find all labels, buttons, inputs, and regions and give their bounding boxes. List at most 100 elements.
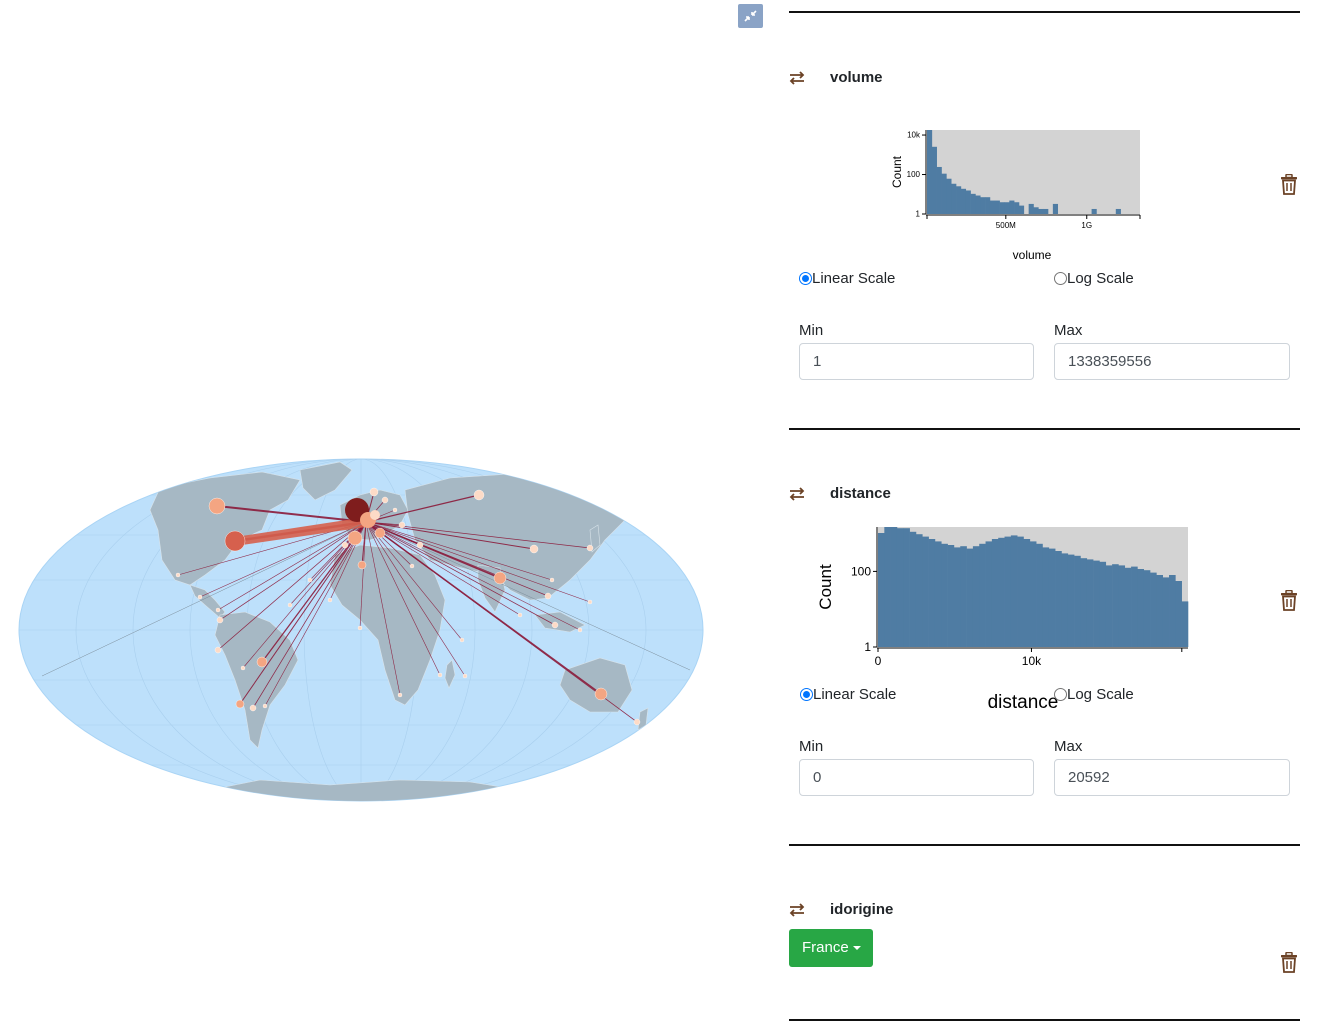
- trash-icon[interactable]: [1280, 590, 1298, 611]
- flow-node: [240, 665, 246, 671]
- flow-line: [365, 521, 556, 626]
- x-axis-label: volume: [1013, 248, 1052, 262]
- histogram-bar: [1162, 577, 1170, 647]
- log-scale-radio[interactable]: [1054, 272, 1067, 285]
- min-label: Min: [799, 322, 824, 339]
- histogram-bar: [1004, 536, 1012, 647]
- histogram-bar: [890, 527, 898, 647]
- linear-scale-label: Linear Scale: [813, 686, 897, 703]
- histogram-bar: [1048, 548, 1056, 647]
- flow-line: [365, 521, 441, 676]
- histogram-bar: [1074, 555, 1081, 647]
- linear-scale-option[interactable]: Linear Scale: [799, 270, 919, 290]
- histogram-bar: [931, 146, 937, 214]
- histogram-bar: [1137, 569, 1145, 647]
- flow-node: [214, 646, 222, 654]
- histogram-bar: [1010, 535, 1018, 647]
- flow-line: [365, 521, 466, 677]
- swap-arrows-icon[interactable]: [789, 71, 805, 85]
- flow-node: [529, 544, 539, 554]
- histogram-bar: [1181, 601, 1189, 647]
- histogram-bar: [1055, 551, 1062, 647]
- histogram-bar: [998, 537, 1005, 647]
- swap-arrows-icon[interactable]: [789, 487, 805, 501]
- flow-node: [357, 560, 367, 570]
- flow-node: [409, 563, 415, 569]
- flow-node: [256, 656, 268, 668]
- filter-section-distance: distance 100 1 0 10k Count distance Linear Sc…: [789, 485, 1300, 805]
- distance-histogram[interactable]: 100 10 10k Count distance: [799, 520, 1209, 715]
- histogram-bar: [946, 178, 952, 214]
- filter-header: idorigine: [789, 901, 1089, 921]
- flow-node: [208, 497, 226, 515]
- flow-line: [264, 521, 367, 707]
- histogram-bar: [985, 197, 991, 214]
- histogram-bar: [878, 533, 885, 647]
- linear-scale-radio[interactable]: [800, 688, 813, 701]
- divider: [789, 844, 1300, 846]
- flow-node: [216, 616, 224, 624]
- linear-scale-radio[interactable]: [799, 272, 812, 285]
- max-label: Max: [1054, 738, 1083, 755]
- x-tick-label: 0: [875, 654, 882, 668]
- histogram-bar: [972, 546, 980, 647]
- histogram-bar: [970, 193, 976, 214]
- flow-node: [369, 487, 379, 497]
- flow-line: [365, 521, 638, 723]
- divider: [789, 428, 1300, 430]
- histogram-bar: [1143, 570, 1151, 647]
- histogram-bar: [1150, 572, 1157, 647]
- histogram-bar: [1018, 205, 1025, 214]
- histogram-bar: [1093, 560, 1100, 647]
- flow-node: [544, 592, 552, 600]
- histogram-bar: [1004, 202, 1010, 214]
- trash-icon[interactable]: [1280, 174, 1298, 195]
- flow-node: [224, 530, 246, 552]
- histogram-bar: [966, 548, 974, 647]
- histogram-bar: [934, 541, 942, 647]
- flow-map[interactable]: [0, 0, 770, 1036]
- flow-node: [416, 541, 424, 549]
- flow-node: [577, 627, 583, 633]
- histogram-bar: [1124, 567, 1132, 647]
- flow-line: [365, 521, 553, 581]
- linear-scale-option[interactable]: Linear Scale: [800, 686, 920, 706]
- histogram-bar: [903, 528, 910, 647]
- min-input[interactable]: 0: [799, 759, 1034, 796]
- max-input[interactable]: 20592: [1054, 759, 1290, 796]
- filter-section-idorigine: idorigine: [789, 901, 1300, 981]
- x-axis-label: distance: [988, 692, 1059, 713]
- flow-line: [239, 521, 367, 705]
- y-tick-label: 1: [916, 210, 921, 219]
- histogram-bar: [999, 202, 1005, 214]
- flow-line: [219, 521, 367, 621]
- flow-line: [261, 521, 367, 663]
- country-dropdown[interactable]: France: [789, 929, 873, 967]
- histogram-bar: [909, 531, 917, 647]
- log-scale-option[interactable]: Log Scale: [1054, 270, 1174, 290]
- histogram-bar: [980, 197, 986, 214]
- log-scale-radio[interactable]: [1054, 688, 1067, 701]
- histogram-bar: [1028, 203, 1034, 214]
- log-scale-option[interactable]: Log Scale: [1054, 686, 1174, 706]
- filter-title: distance: [830, 485, 891, 502]
- log-scale-label: Log Scale: [1067, 686, 1134, 703]
- flow-node: [549, 577, 555, 583]
- flow-line: [252, 521, 367, 709]
- flow-node: [347, 530, 363, 546]
- flow-node: [462, 673, 468, 679]
- flow-node: [587, 599, 593, 605]
- map-pane[interactable]: [0, 0, 770, 1036]
- trash-icon[interactable]: [1280, 952, 1298, 973]
- x-tick-label: 500M: [996, 221, 1016, 230]
- flow-line: [217, 521, 367, 611]
- min-input[interactable]: 1: [799, 343, 1034, 380]
- max-input[interactable]: 1338359556: [1054, 343, 1290, 380]
- histogram-bar: [1118, 565, 1126, 647]
- swap-arrows-icon[interactable]: [789, 903, 805, 917]
- expand-map-button[interactable]: [738, 4, 763, 28]
- histogram-bar: [951, 183, 957, 214]
- flow-node: [381, 496, 389, 504]
- volume-histogram[interactable]: 10k 100 1 500M 1G Count volume: [869, 124, 1149, 264]
